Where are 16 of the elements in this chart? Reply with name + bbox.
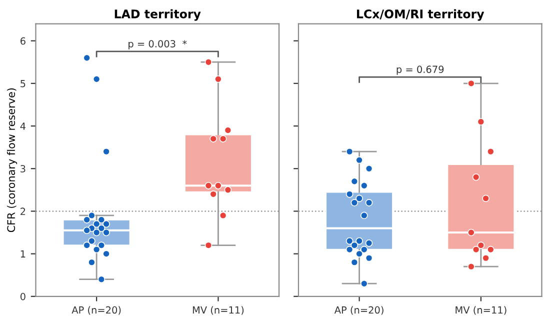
- y-tick-label: 0: [20, 292, 26, 300]
- y-tick-label: 6: [20, 37, 26, 45]
- x-tick-label: AP (n=20): [72, 306, 121, 315]
- annotation: p = 0.679: [396, 66, 444, 75]
- x-tick-label: MV (n=11): [192, 306, 244, 315]
- y-tick-label: 1: [20, 250, 26, 258]
- chart-title: LAD territory: [114, 9, 201, 21]
- y-tick-label: 4: [20, 122, 26, 130]
- x-tick-label: MV (n=11): [456, 306, 506, 315]
- x-tick-label: AP (n=20): [334, 306, 384, 315]
- chart-title: LCx/OM/RI territory: [356, 9, 484, 21]
- y-tick-label: 3: [20, 165, 26, 172]
- y-tick-label: 2: [20, 208, 26, 215]
- y-tick-label: 5: [20, 80, 26, 88]
- annotation: p = 0.003 *: [128, 40, 187, 50]
- y-axis-title: CFR (coronary flow reserve): [6, 88, 18, 232]
